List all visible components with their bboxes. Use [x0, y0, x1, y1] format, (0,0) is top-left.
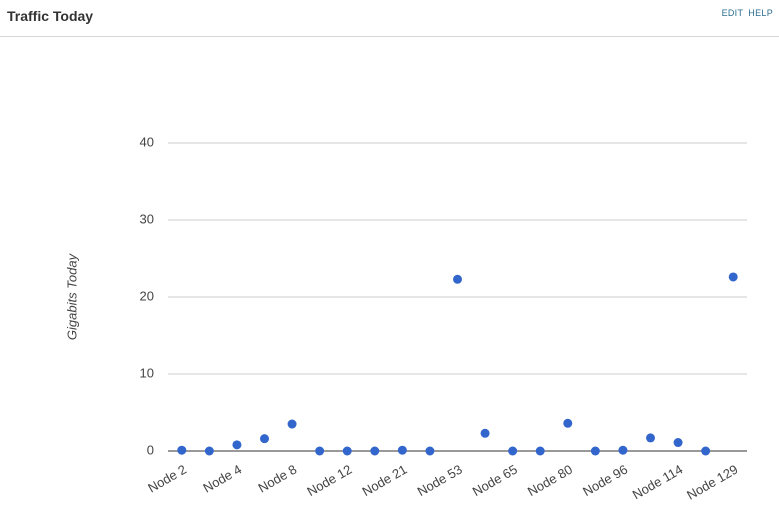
panel-title: Traffic Today [7, 8, 94, 24]
x-tick-label: Node 21 [360, 462, 410, 500]
x-tick-label: Node 65 [470, 462, 520, 500]
point [728, 272, 738, 282]
point [590, 446, 600, 456]
point [287, 419, 297, 429]
point [370, 446, 380, 456]
y-tick-label: 20 [140, 288, 154, 303]
point [425, 446, 435, 456]
x-tick-label: Node 80 [525, 462, 575, 500]
point [508, 446, 518, 456]
point [673, 438, 683, 448]
x-tick-label: Node 96 [580, 462, 630, 500]
point [177, 445, 187, 455]
header: Traffic Today EDIT HELP [0, 0, 779, 37]
header-links: EDIT HELP [717, 8, 773, 18]
point [563, 418, 573, 428]
help-link[interactable]: HELP [748, 8, 773, 18]
point [342, 446, 352, 456]
edit-link[interactable]: EDIT [721, 8, 744, 18]
point [618, 445, 628, 455]
x-tick-label: Node 114 [630, 462, 685, 503]
point [204, 446, 214, 456]
x-tick-label: Node 4 [200, 462, 244, 496]
x-tick-label: Node 129 [684, 462, 740, 503]
x-tick-label: Node 8 [255, 462, 299, 496]
x-tick-label: Node 53 [415, 462, 465, 500]
point [646, 433, 655, 443]
point [232, 440, 242, 450]
x-tick-label: Node 2 [145, 462, 189, 496]
point [453, 274, 462, 284]
point [260, 434, 269, 444]
point [535, 446, 545, 456]
chart: Gigabits Today 0 10 20 30 40 Node 2 Node 4 Node… [64, 134, 747, 503]
point [480, 428, 490, 438]
y-tick-label: 40 [140, 134, 154, 149]
point [701, 446, 711, 456]
y-axis-title: Gigabits Today [64, 252, 79, 340]
y-tick-label: 30 [140, 211, 154, 226]
y-tick-label: 10 [140, 365, 154, 380]
point [397, 445, 407, 455]
y-tick-label: 0 [147, 442, 154, 457]
point [315, 446, 325, 456]
x-tick-label: Node 12 [304, 462, 354, 500]
